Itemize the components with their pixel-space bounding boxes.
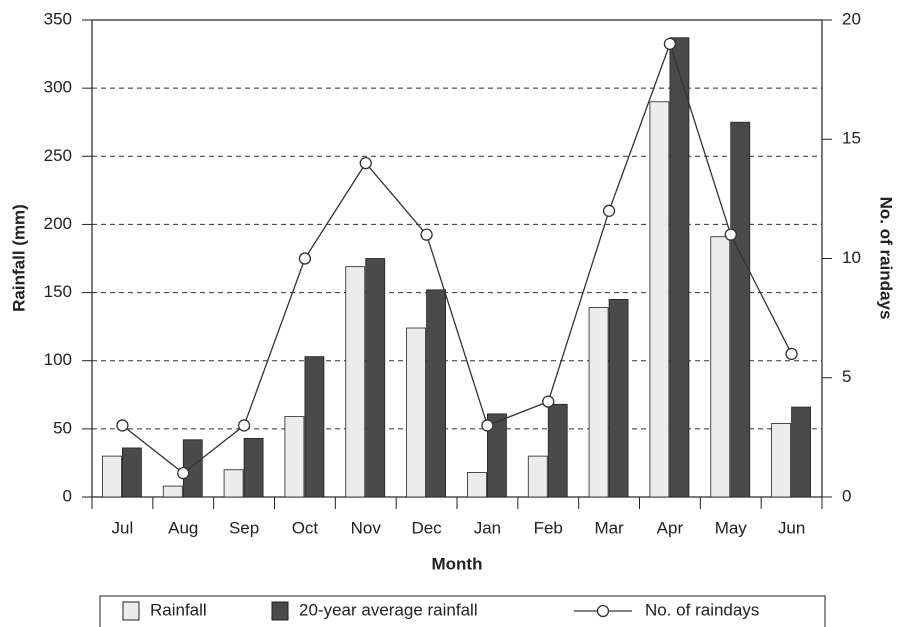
x-tick-label: Feb [534, 518, 563, 537]
bar [710, 236, 731, 498]
point [116, 419, 129, 432]
y-tick-label: 250 [44, 146, 72, 165]
bar [791, 406, 811, 498]
y2-tick-label: 5 [842, 367, 851, 386]
point [420, 228, 433, 241]
line [122, 41, 793, 474]
y2-tick-label: 15 [842, 129, 861, 148]
bar [406, 327, 426, 498]
bar [162, 485, 183, 498]
x-tick-label: Oct [292, 518, 319, 537]
bar [487, 413, 507, 498]
y2-axis-title: No. of raindays [877, 197, 896, 320]
y2-tick-label: 0 [842, 486, 851, 505]
bar [527, 455, 548, 498]
bar [467, 472, 487, 498]
y-tick-label: 150 [44, 282, 72, 301]
y-tick-label: 50 [53, 418, 72, 437]
bar [102, 455, 122, 498]
y2-tick-label: 20 [842, 9, 861, 28]
bar [547, 403, 568, 498]
legend-swatch [122, 601, 140, 621]
bar [365, 258, 386, 498]
legend-marker [596, 604, 610, 618]
x-tick-label: Mar [594, 518, 624, 537]
point [177, 466, 190, 480]
x-tick-label: Nov [351, 518, 382, 537]
x-tick-label: Jul [112, 518, 134, 537]
x-tick-label: Jun [778, 518, 805, 537]
bar [426, 289, 446, 498]
bar [304, 356, 325, 498]
bar [284, 416, 305, 498]
bar [649, 101, 670, 498]
point [602, 204, 616, 217]
legend-frame [99, 595, 826, 627]
point [663, 37, 677, 50]
point [542, 395, 555, 408]
point [359, 156, 372, 170]
legend-label: 20-year average rainfall [299, 600, 478, 619]
point [724, 228, 737, 241]
x-tick-label: Apr [657, 518, 684, 537]
x-tick-label: Sep [229, 518, 259, 537]
bar [730, 121, 751, 498]
bar [588, 307, 609, 498]
bar [122, 447, 142, 498]
bar [223, 469, 244, 498]
legend-label: No. of raindays [645, 600, 759, 619]
bar [243, 437, 264, 498]
y-tick-label: 0 [63, 486, 72, 505]
bar [345, 266, 366, 498]
legend-label: Rainfall [150, 600, 207, 619]
bar [608, 298, 629, 498]
bar [771, 423, 791, 498]
x-tick-label: May [715, 518, 748, 537]
x-tick-label: Aug [168, 518, 198, 537]
y-tick-label: 300 [44, 78, 72, 97]
y-tick-label: 200 [44, 214, 72, 233]
legend-swatch [271, 601, 289, 621]
point [237, 419, 251, 432]
x-axis-title: Month [432, 554, 483, 573]
x-tick-label: Jan [474, 518, 501, 537]
y-tick-label: 350 [44, 9, 72, 28]
y2-tick-label: 10 [842, 248, 861, 267]
point [298, 252, 312, 265]
point [785, 347, 798, 361]
point [481, 419, 494, 432]
y-tick-label: 100 [44, 350, 72, 369]
x-tick-label: Dec [411, 518, 442, 537]
y-axis-title: Rainfall (mm) [9, 204, 28, 312]
bar [669, 37, 690, 498]
